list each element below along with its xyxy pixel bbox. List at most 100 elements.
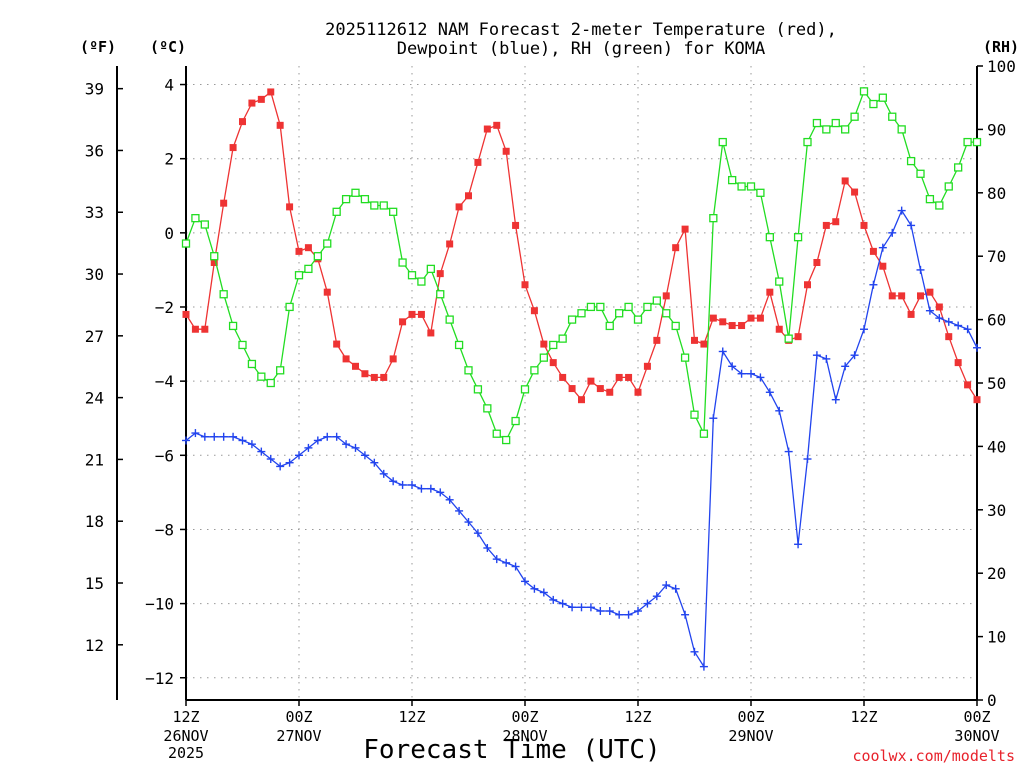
temperature-point <box>201 325 209 333</box>
dewpoint-point <box>728 362 737 371</box>
rh-tick-label: 100 <box>987 57 1016 76</box>
temperature-point <box>389 355 397 363</box>
temperature-point <box>888 292 896 300</box>
dewpoint-point <box>756 373 765 382</box>
celsius-tick-label: −2 <box>155 298 174 317</box>
fahrenheit-tick-label: 36 <box>85 141 104 160</box>
rh-point <box>935 201 944 210</box>
dewpoint-point <box>765 388 774 397</box>
temperature-point <box>691 336 698 344</box>
dewpoint-point <box>483 543 492 552</box>
fahrenheit-tick-label: 30 <box>85 265 104 284</box>
dewpoint-point <box>266 455 275 464</box>
dewpoint-point <box>916 265 925 274</box>
temperature-point <box>964 381 972 389</box>
temperature-point <box>907 310 915 318</box>
rh-point <box>906 156 916 166</box>
temperature-point <box>474 158 482 166</box>
celsius-tick-label: −10 <box>145 595 174 614</box>
x-tick-label: 26NOV <box>163 727 208 745</box>
rh-point <box>878 93 887 102</box>
temperature-point <box>229 144 237 152</box>
dewpoint-point <box>794 540 803 549</box>
dewpoint-point <box>652 592 661 601</box>
dewpoint-point <box>342 440 351 449</box>
dewpoint-point <box>888 228 897 237</box>
dewpoint-point <box>389 477 398 486</box>
rh-point <box>219 290 228 299</box>
fahrenheit-tick-label: 15 <box>85 574 104 593</box>
rh-point <box>765 233 774 242</box>
rh-point <box>888 112 897 121</box>
temperature-point <box>804 281 811 289</box>
rh-point <box>605 321 614 331</box>
dewpoint-point <box>558 599 567 608</box>
dewpoint-point <box>841 362 850 371</box>
dewpoint-point <box>681 610 690 619</box>
celsius-tick-label: −12 <box>145 669 174 688</box>
gridlines <box>186 66 977 700</box>
dewpoint-point <box>191 429 200 438</box>
rh-point <box>520 385 530 394</box>
temperature-point <box>973 396 981 404</box>
rh-point <box>615 309 624 318</box>
rh-point <box>812 118 822 128</box>
rh-point <box>417 277 426 286</box>
chart-title-line1: 2025112612 NAM Forecast 2-meter Temperat… <box>325 20 837 40</box>
rh-point <box>530 366 539 375</box>
x-tick-label: 2025 <box>168 744 204 762</box>
rh-point <box>266 378 275 388</box>
rh-point <box>954 163 963 172</box>
rh-point <box>925 194 935 204</box>
temperature-point <box>257 95 265 103</box>
dewpoint-point <box>492 555 501 564</box>
rh-point <box>502 435 511 445</box>
dewpoint-point <box>831 395 840 404</box>
rh-point <box>624 302 633 312</box>
dewpoint-point <box>577 603 586 612</box>
dewpoint-point <box>699 662 708 671</box>
rh-point <box>436 290 445 299</box>
dewpoint-point <box>210 432 219 441</box>
rh-point <box>200 220 209 229</box>
dewpoint-point <box>643 599 652 608</box>
dewpoint-point <box>332 432 341 441</box>
rh-point <box>257 372 266 381</box>
temperature-point <box>210 259 218 267</box>
dewpoint-point <box>803 455 812 464</box>
dewpoint-point <box>276 462 285 471</box>
dewpoint-point <box>812 351 821 360</box>
rh-point <box>869 99 878 109</box>
temperature-point <box>625 373 633 381</box>
rh-point <box>511 416 520 426</box>
x-tick-label: 00Z <box>285 708 312 726</box>
rh-point <box>389 207 398 216</box>
rh-point <box>671 321 680 331</box>
temperature-point <box>182 310 190 318</box>
temperature-point <box>549 359 557 367</box>
dewpoint-point <box>907 221 916 230</box>
rh-point <box>332 207 341 216</box>
dewpoint-point <box>445 495 454 504</box>
rh-point <box>483 404 492 413</box>
rh-point <box>737 182 746 191</box>
rh-tick-label: 30 <box>987 501 1006 520</box>
temperature-point <box>530 307 538 315</box>
dewpoint-point <box>257 447 266 456</box>
temperature-point <box>578 396 585 404</box>
dewpoint-point <box>954 321 963 330</box>
dewpoint-point <box>662 581 671 590</box>
fahrenheit-tick-label: 27 <box>85 327 104 346</box>
rh-point <box>473 385 483 394</box>
rh-point <box>972 137 982 147</box>
temperature-point <box>879 262 887 270</box>
x-tick-label: 12Z <box>172 708 199 726</box>
rh-point <box>577 309 586 318</box>
temperature-point <box>483 125 491 133</box>
rh-point <box>228 321 238 331</box>
dewpoint-point <box>596 607 605 616</box>
rh-point <box>181 239 191 248</box>
rh-point <box>728 175 737 185</box>
